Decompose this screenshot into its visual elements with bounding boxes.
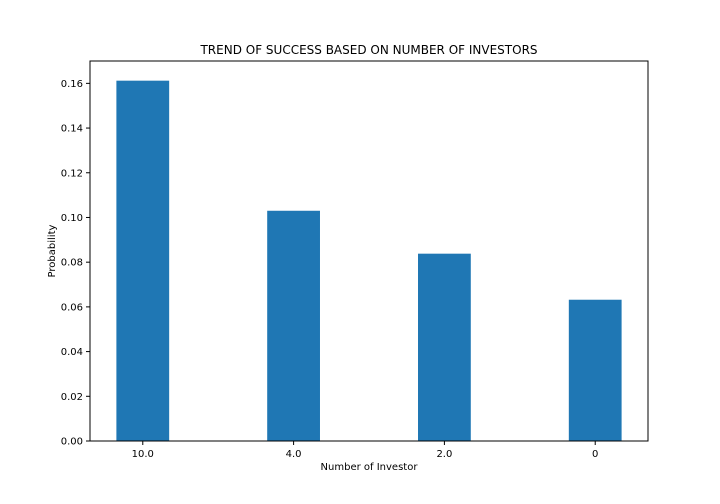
y-axis: 0.00 0.02 0.04 0.06 0.08 0.10 0.12 0.14 0.16 <box>61 79 90 448</box>
y-tick-label: 0.06 <box>61 302 83 313</box>
x-tick-label: 10.0 <box>132 449 154 460</box>
x-axis: 10.0 4.0 2.0 0 <box>132 441 598 460</box>
bars-group <box>116 80 622 442</box>
y-tick-label: 0.04 <box>61 347 83 358</box>
y-tick-label: 0.02 <box>61 392 83 403</box>
y-tick-label: 0.08 <box>61 258 83 269</box>
bar-2-0 <box>418 253 471 441</box>
bar-4-0 <box>267 210 320 441</box>
bar-10-0 <box>116 80 170 442</box>
y-tick-label: 0.00 <box>61 437 83 448</box>
x-axis-label: Number of Investor <box>321 462 419 473</box>
y-axis-label: Probability <box>47 224 58 277</box>
chart-title: TREND OF SUCCESS BASED ON NUMBER OF INVE… <box>199 43 537 57</box>
y-tick-label: 0.10 <box>61 213 83 224</box>
y-tick-label: 0.14 <box>61 124 83 135</box>
y-tick-label: 0.16 <box>61 79 83 90</box>
x-tick-label: 4.0 <box>286 449 302 460</box>
plot-frame <box>89 60 649 442</box>
x-tick-label: 2.0 <box>436 449 452 460</box>
x-tick-label: 0 <box>592 449 598 460</box>
y-tick-label: 0.12 <box>61 168 83 179</box>
bar-0 <box>568 299 622 441</box>
